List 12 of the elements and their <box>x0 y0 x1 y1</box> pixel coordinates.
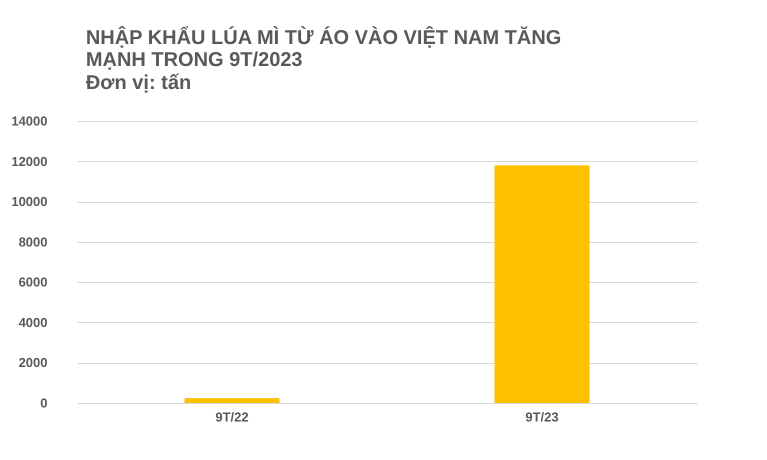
x-tick-label: 9T/23 <box>525 410 559 424</box>
chart-subtitle: Đơn vị: tấn <box>86 72 192 94</box>
y-tick-label: 6000 <box>18 274 48 290</box>
chart-title: NHẬP KHẨU LÚA MÌ TỪ ÁO VÀO VIỆT NAM TĂNG MẠNH TRONG 9T/2023 <box>86 26 562 71</box>
y-tick-label: 12000 <box>11 154 48 169</box>
y-tick-label: 2000 <box>18 355 48 370</box>
y-tick-label: 8000 <box>18 234 48 250</box>
y-tick-label: 0 <box>40 396 48 410</box>
y-tick-label: 4000 <box>18 314 48 330</box>
y-tick-label: 14000 <box>11 114 48 128</box>
y-tick-label: 10000 <box>11 194 48 210</box>
x-tick-label: 9T/22 <box>215 410 249 424</box>
